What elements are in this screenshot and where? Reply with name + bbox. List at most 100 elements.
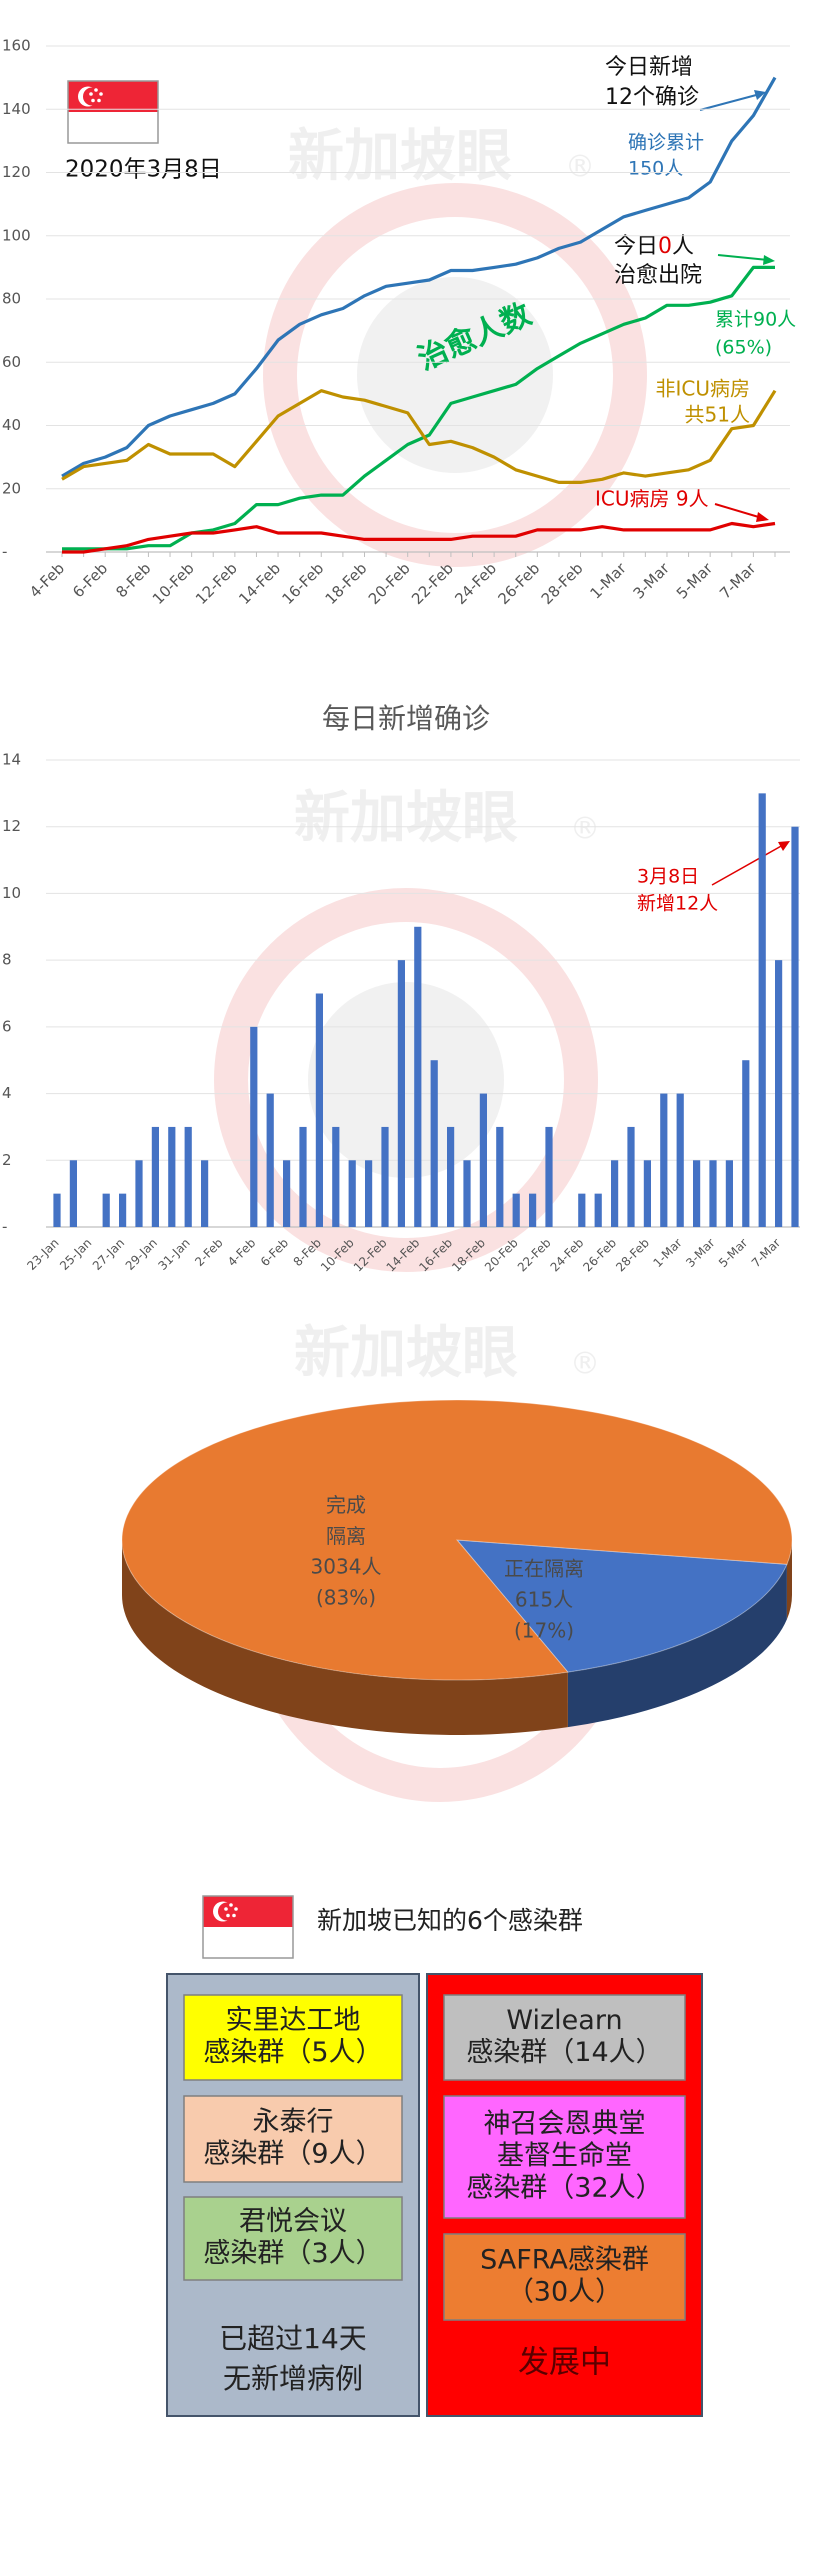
y-tick-label: 140 — [2, 100, 31, 118]
arrow-head — [763, 255, 775, 265]
bar — [578, 1193, 586, 1227]
series-line — [61, 76, 777, 478]
x-tick-label: 6-Feb — [258, 1236, 291, 1269]
bar — [135, 1160, 143, 1227]
flag — [202, 1895, 294, 1959]
x-tick-label: 26-Feb — [580, 1236, 619, 1275]
annotation: 确诊累计 — [628, 132, 704, 154]
y-tick-label: - — [2, 543, 7, 561]
y-tick-label: 4 — [2, 1084, 12, 1102]
slice-percent-label: (17%) — [514, 1619, 574, 1643]
bar — [299, 1126, 307, 1227]
cluster-box — [443, 2233, 686, 2321]
cluster-box-text: 神召会恩典堂 — [484, 2109, 646, 2140]
bar — [479, 1093, 487, 1227]
bar — [381, 1126, 389, 1227]
x-tick-label: 3-Mar — [630, 559, 674, 603]
bar — [660, 1093, 668, 1227]
cluster-box — [443, 2095, 686, 2219]
bar — [775, 960, 783, 1227]
x-tick-label: 4-Feb — [225, 1236, 258, 1269]
x-tick-label: 29-Jan — [123, 1236, 160, 1273]
y-tick-label: 100 — [2, 226, 31, 244]
x-tick-label: 22-Feb — [408, 559, 457, 608]
bar — [725, 1160, 733, 1227]
bar — [758, 793, 766, 1227]
watermark-circle — [308, 982, 504, 1178]
cluster-title: 新加坡已知的6个感染群 — [317, 1906, 583, 1935]
cluster-box-text: 感染群（32人） — [466, 2173, 662, 2204]
y-tick-label: - — [2, 1218, 7, 1236]
bar — [151, 1126, 159, 1227]
y-tick-label: 120 — [2, 163, 31, 181]
cluster-box-text: （30人） — [507, 2277, 622, 2308]
bar — [594, 1193, 602, 1227]
series-line — [61, 389, 777, 484]
x-tick-label: 7-Mar — [749, 1236, 783, 1270]
cluster-note: 无新增病例 — [223, 2362, 363, 2395]
slice-label: 正在隔离 — [504, 1557, 584, 1581]
arrow-head — [754, 90, 766, 100]
cluster-box-text: 实里达工地 — [226, 2005, 361, 2036]
y-tick-label: 10 — [2, 884, 21, 902]
cluster-box-text: 感染群（5人） — [203, 2037, 382, 2068]
y-tick-label: 20 — [2, 479, 21, 497]
y-tick-label: 2 — [2, 1151, 12, 1169]
bar — [791, 826, 799, 1227]
x-tick-label: 4-Feb — [26, 559, 68, 601]
x-tick-label: 24-Feb — [548, 1236, 587, 1275]
cluster-box-text: 基督生命堂 — [497, 2141, 632, 2172]
cluster-box — [183, 2095, 403, 2183]
annotation: 150人 — [628, 158, 683, 180]
cluster-box — [183, 1994, 403, 2081]
chart-title: 每日新增确诊 — [322, 702, 490, 735]
bar — [102, 1193, 110, 1227]
flag — [67, 80, 159, 144]
x-tick-label: 12-Feb — [192, 559, 241, 608]
bar — [168, 1126, 176, 1227]
x-tick-label: 7-Mar — [716, 559, 760, 603]
annotation: ICU病房 9人 — [595, 487, 709, 511]
cluster-box-text: SAFRA感染群 — [480, 2245, 649, 2276]
watermark-circle — [357, 277, 553, 473]
slice-label: 完成隔离 — [326, 1493, 366, 1548]
bar — [496, 1126, 504, 1227]
x-tick-label: 22-Feb — [515, 1236, 554, 1275]
cluster-note: 发展中 — [518, 2345, 611, 2381]
x-tick-label: 23-Jan — [24, 1236, 61, 1273]
watermark-ring — [214, 888, 598, 1272]
bar — [627, 1126, 635, 1227]
watermark-text: 新加坡眼 — [294, 786, 518, 851]
bar — [53, 1193, 61, 1227]
annotation: (65%) — [715, 337, 772, 359]
cluster-box-text: 永泰行 — [253, 2107, 334, 2138]
pie-slice — [455, 1539, 788, 1673]
x-tick-label: 2-Feb — [192, 1236, 225, 1269]
x-tick-label: 5-Mar — [673, 559, 717, 603]
text-line: 隔离 — [326, 1524, 366, 1548]
series-line — [62, 265, 775, 551]
cluster-box — [183, 2196, 403, 2281]
slice-percent-label: (83%) — [316, 1586, 376, 1610]
bar — [184, 1126, 192, 1227]
watermark-mark: ® — [565, 150, 595, 185]
bar — [693, 1160, 701, 1227]
annotation-part: 0 — [658, 234, 672, 259]
bar — [611, 1160, 619, 1227]
series-line — [62, 521, 776, 554]
arrow — [699, 93, 761, 111]
bar — [315, 993, 323, 1227]
pie-slice — [121, 1399, 793, 1681]
pie — [121, 1399, 793, 1735]
bar — [365, 1160, 373, 1227]
y-tick-label: 8 — [2, 951, 12, 969]
arrow-head — [778, 841, 790, 851]
cluster-box-text: 感染群（9人） — [203, 2139, 382, 2170]
y-tick-label: 6 — [2, 1017, 12, 1035]
cluster-box-text: 感染群（14人） — [466, 2037, 662, 2068]
text-line: 完成 — [326, 1493, 366, 1517]
cluster-box-text: 君悦会议 — [239, 2206, 347, 2237]
annotation: 3月8日 — [637, 866, 699, 888]
watermark-mark: ® — [570, 1347, 600, 1382]
